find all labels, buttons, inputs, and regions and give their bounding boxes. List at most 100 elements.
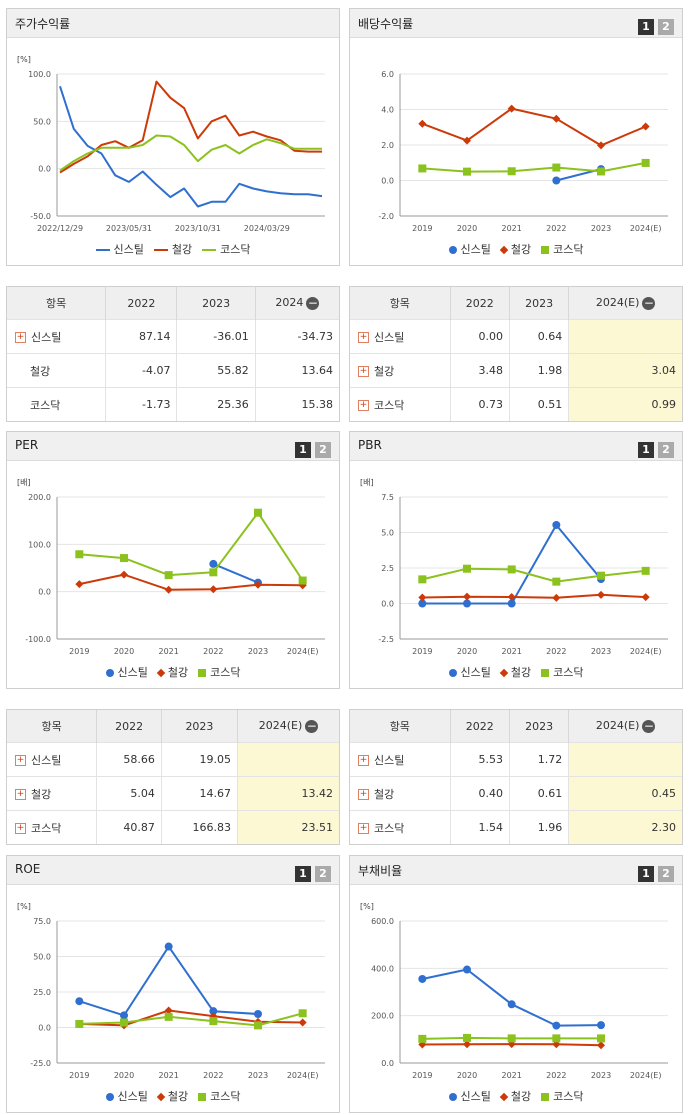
column-header: 2024(E) − [568, 287, 682, 320]
debt-legend: 신스틸 철강 코스닥 [350, 1088, 682, 1104]
series-line [59, 80, 322, 174]
y-tick-label: 400.0 [371, 964, 394, 973]
y-tick-label: 4.0 [381, 106, 394, 115]
x-tick-label: 2023 [248, 1071, 268, 1080]
x-tick-label: 2024(E) [287, 647, 319, 656]
legend-label: 철강 [167, 666, 189, 679]
per-title: PER [15, 438, 39, 452]
per-chart: [배] 200.0 100.0 0.0 -100.0 2019 2020 2021 2022 20… [17, 478, 325, 656]
view-1-button[interactable]: 1 [295, 442, 311, 458]
row-label: 철강 [30, 364, 51, 378]
series-line [422, 968, 602, 1027]
column-header: 항목 [7, 287, 107, 320]
legend-swatch [541, 669, 550, 677]
신스틸-data-point [552, 520, 561, 529]
y-tick-label: 50.0 [33, 953, 51, 962]
view-2-button[interactable]: 2 [658, 442, 674, 458]
expand-icon[interactable]: + [358, 400, 369, 411]
per-table: 항목 2022 2023 2024(E) − + 신스틸 58.66 19.05 + 철강 5.04 1… [7, 710, 339, 844]
legend-swatch [499, 1092, 509, 1102]
신스틸-data-point [75, 997, 84, 1006]
table-row: 코스닥 -1.73 25.36 15.38 [7, 387, 339, 421]
legend-item: 코스닥 [202, 243, 251, 256]
series-코스닥 [75, 1009, 307, 1030]
x-tick-label: 2019 [412, 1071, 432, 1080]
table-cell: 166.83 [161, 810, 238, 844]
collapse-icon[interactable]: − [642, 295, 656, 310]
column-header: 2022 [450, 710, 510, 743]
table-cell: 0.73 [450, 387, 510, 421]
x-tick-label: 2020 [457, 1071, 477, 1080]
철강-data-point [463, 136, 471, 145]
table-cell [568, 319, 682, 354]
table-row: + 신스틸 0.00 0.64 [350, 319, 682, 354]
legend-item: 신스틸 [95, 243, 144, 256]
expand-icon[interactable]: + [358, 332, 369, 343]
신스틸-data-point [209, 1007, 218, 1016]
x-tick-label: 2019 [69, 1071, 89, 1080]
legend-swatch [156, 668, 166, 678]
collapse-icon[interactable]: − [306, 295, 320, 310]
table-row: 철강 -4.07 55.82 13.64 [7, 353, 339, 388]
table-cell: 55.82 [176, 353, 256, 388]
y-unit-label: [배] [360, 478, 374, 487]
expand-icon[interactable]: + [358, 823, 369, 834]
legend-label: 코스닥 [553, 243, 584, 256]
collapse-icon[interactable]: − [642, 718, 656, 733]
expand-icon[interactable]: + [15, 755, 26, 766]
legend-swatch [202, 249, 217, 251]
table-cell: 1.72 [509, 742, 570, 777]
x-tick-label: 2024(E) [630, 647, 662, 656]
x-tick-label: 2019 [412, 647, 432, 656]
view-2-button[interactable]: 2 [658, 19, 674, 35]
view-2-button[interactable]: 2 [315, 866, 331, 882]
view-2-button[interactable]: 2 [315, 442, 331, 458]
expand-icon[interactable]: + [15, 789, 26, 800]
철강-data-point [418, 119, 427, 128]
legend-swatch [499, 245, 509, 255]
legend-swatch [153, 249, 168, 251]
x-tick-label: 2023 [591, 1071, 611, 1080]
y-tick-label: 50.0 [33, 117, 51, 126]
table-row: + 철강 5.04 14.67 13.42 [7, 776, 339, 811]
expand-icon[interactable]: + [15, 823, 26, 834]
신스틸-data-point [597, 1021, 605, 1030]
철강-data-point [507, 104, 516, 113]
legend-label: 신스틸 [460, 1090, 491, 1103]
y-tick-label: 0.0 [38, 588, 51, 597]
x-tick-label: 2023/05/31 [106, 224, 152, 233]
expand-icon[interactable]: + [358, 755, 369, 766]
legend-swatch [156, 1092, 166, 1102]
view-1-button[interactable]: 1 [638, 442, 654, 458]
expand-icon[interactable]: + [15, 332, 26, 343]
코스닥-data-point [507, 167, 516, 176]
expand-icon[interactable]: + [358, 789, 369, 800]
expand-icon[interactable]: + [358, 366, 369, 377]
table-cell: 5.53 [450, 742, 510, 777]
코스닥-data-point [164, 1012, 173, 1021]
debt-chart: [%] 600.0 400.0 200.0 0.0 2019 2020 2021 2022 202… [360, 902, 668, 1080]
view-1-button[interactable]: 1 [638, 866, 654, 882]
collapse-icon[interactable]: − [305, 718, 319, 733]
series-line [79, 573, 303, 591]
table-cell: 25.36 [176, 387, 256, 421]
신스틸-data-point [552, 176, 561, 185]
view-1-button[interactable]: 1 [638, 19, 654, 35]
table-row: + 코스닥 1.54 1.96 2.30 [350, 810, 682, 844]
신스틸-data-point [463, 965, 471, 974]
column-header: 2024(E) − [237, 710, 339, 743]
legend-label: 철강 [510, 666, 532, 679]
x-tick-label: 2021 [158, 647, 178, 656]
신스틸-data-point [507, 1000, 516, 1009]
신스틸-data-point [120, 1011, 128, 1020]
코스닥-data-point [209, 1017, 218, 1026]
view-1-button[interactable]: 1 [295, 866, 311, 882]
y-tick-label: 0.0 [38, 165, 51, 174]
view-2-button[interactable]: 2 [658, 866, 674, 882]
철강-data-point [597, 590, 605, 599]
코스닥-data-point [418, 1034, 427, 1043]
코스닥-data-point [418, 575, 427, 584]
